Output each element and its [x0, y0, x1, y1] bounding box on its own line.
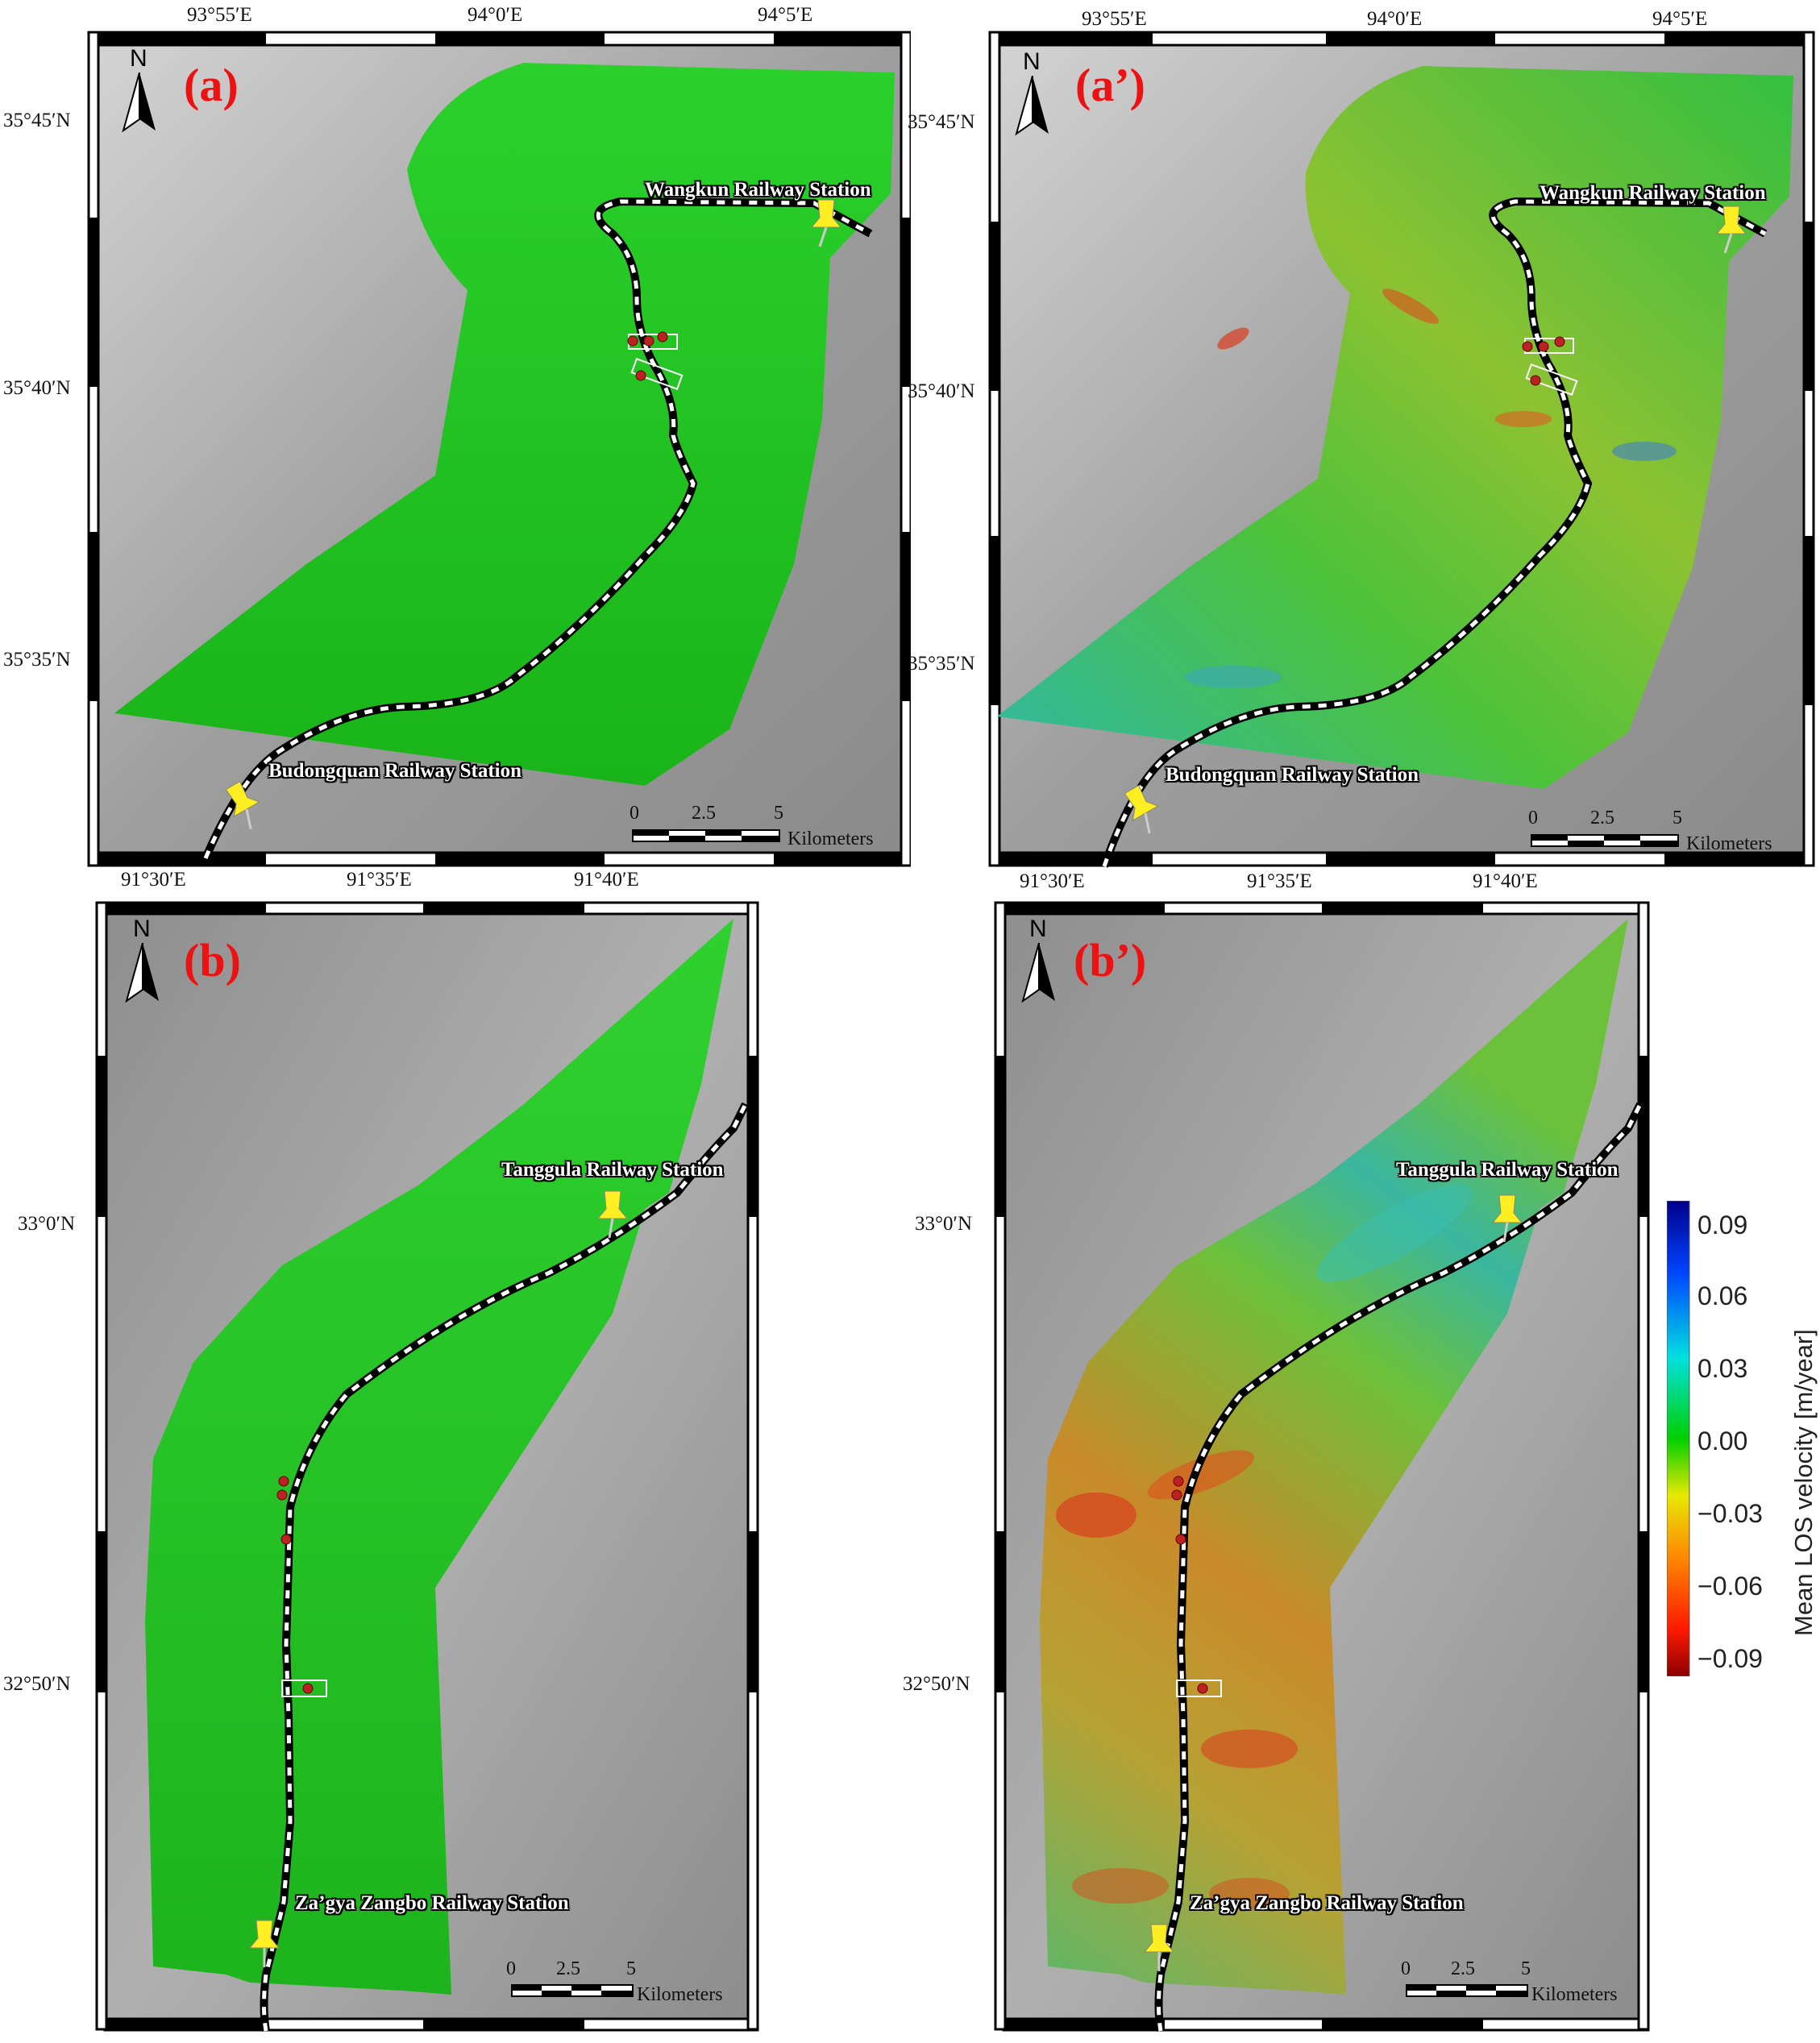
left-lat-label: 33°0′N: [18, 1213, 76, 1235]
panel-a-prime: 93°55′E 94°0′E 94°5′E 35°45′N 35°40′N 35…: [908, 0, 1820, 892]
north-arrow-icon: N: [119, 45, 160, 137]
scale-bar: 0 2.5 5 Kilometers: [506, 1958, 723, 2005]
top-lon-label: 93°55′E: [187, 4, 252, 26]
panel-label: (a): [184, 59, 239, 111]
map-frame-a-prime: [988, 31, 1815, 868]
panel-label: (b): [184, 934, 241, 986]
left-lat-label: 32°50′N: [903, 1673, 970, 1695]
station-label-wangkun: Wangkun Railway Station: [1540, 182, 1766, 204]
station-label-tanggula: Tanggula Railway Station: [1396, 1159, 1618, 1181]
left-lat-label: 32°50′N: [3, 1673, 71, 1695]
station-label-budongquan: Budongquan Railway Station: [1166, 764, 1419, 786]
north-arrow-icon: N: [1012, 48, 1053, 140]
colorbar-tick-label: 0.03: [1697, 1354, 1748, 1383]
left-lat-label: 35°45′N: [908, 111, 975, 133]
north-arrow-icon: N: [1019, 916, 1059, 1007]
panel-b-prime: 33°0′N 32°50′N (b’) N Tanggula Railway S…: [903, 895, 1820, 2043]
left-lat-label: 35°45′N: [3, 110, 71, 131]
top-lon-label: 94°5′E: [758, 4, 813, 26]
panel-a: 93°55′E 94°0′E 94°5′E 35°45′N 35°40′N 35…: [0, 0, 911, 891]
colorbar-tick-label: −0.03: [1697, 1499, 1763, 1528]
scale-bar: 0 2.5 5 Kilometers: [630, 803, 874, 849]
station-label-budongquan: Budongquan Railway Station: [268, 760, 522, 782]
colorbar: 0.09 0.06 0.03 0.00 −0.03 −0.06 −0.09 Me…: [1660, 1201, 1820, 1692]
map-frame-a: [87, 31, 911, 867]
bottom-lon-label: 91°40′E: [1473, 870, 1538, 892]
colorbar-tick-label: 0.06: [1697, 1281, 1748, 1310]
bottom-lon-label: 91°35′E: [1247, 870, 1312, 892]
station-label-zagya-zangbo: Za’gya Zangbo Railway Station: [1190, 1892, 1464, 1914]
bottom-lon-label: 91°30′E: [121, 869, 186, 891]
colorbar-title: Mean LOS velocity [m/year]: [1789, 1329, 1818, 1636]
colorbar-tick-label: 0.09: [1697, 1210, 1748, 1240]
scale-bar: 0 2.5 5 Kilometers: [1401, 1958, 1618, 2005]
bottom-lon-label: 91°30′E: [1020, 870, 1085, 892]
station-label-zagya-zangbo: Za’gya Zangbo Railway Station: [295, 1892, 569, 1914]
bottom-lon-label: 91°40′E: [574, 869, 639, 891]
panel-label: (a’): [1075, 59, 1145, 111]
panel-b: 33°0′N 32°50′N (b) N Tanggula Railway St…: [0, 895, 911, 2043]
top-lon-label: 93°55′E: [1082, 8, 1147, 30]
north-arrow-icon: N: [123, 916, 163, 1007]
top-lon-label: 94°0′E: [467, 4, 523, 26]
bottom-lon-label: 91°35′E: [347, 869, 412, 891]
left-lat-label: 35°35′N: [908, 653, 975, 675]
colorbar-tick-label: −0.09: [1697, 1644, 1763, 1673]
station-label-wangkun: Wangkun Railway Station: [645, 179, 871, 201]
colorbar-gradient: [1667, 1201, 1690, 1676]
station-label-tanggula: Tanggula Railway Station: [501, 1159, 724, 1181]
left-lat-label: 35°35′N: [3, 649, 71, 671]
left-lat-label: 33°0′N: [915, 1213, 973, 1235]
map-frame-b-prime: [994, 901, 1650, 2032]
scale-bar: 0 2.5 5 Kilometers: [1528, 808, 1772, 854]
top-lon-label: 94°0′E: [1367, 8, 1423, 30]
left-lat-label: 35°40′N: [908, 380, 975, 402]
panel-label: (b’): [1074, 934, 1147, 986]
top-lon-label: 94°5′E: [1652, 8, 1708, 30]
left-lat-label: 35°40′N: [3, 377, 71, 399]
map-frame-b: [95, 901, 759, 2032]
colorbar-tick-label: −0.06: [1697, 1572, 1763, 1601]
colorbar-tick-label: 0.00: [1697, 1426, 1748, 1455]
